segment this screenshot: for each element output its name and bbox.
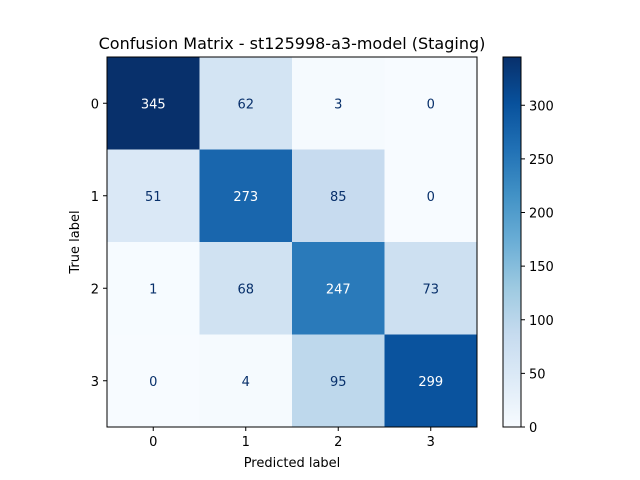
cell-value-label: 0: [427, 190, 435, 205]
x-tick-label: 0: [149, 435, 157, 450]
cell-value-label: 345: [141, 97, 166, 112]
heatmap-cell: [199, 57, 292, 150]
y-axis-ticks: 0 1 2 3: [91, 97, 107, 390]
y-tick-label: 1: [91, 190, 99, 205]
x-tick-label: 1: [242, 435, 250, 450]
heatmap-cell: [199, 334, 292, 427]
heatmap-cell: [107, 57, 200, 150]
cell-value-label: 273: [233, 190, 258, 205]
heatmap-cell: [384, 242, 477, 335]
y-tick-label: 0: [91, 97, 99, 112]
cell-value-label: 68: [237, 282, 254, 297]
heatmap-cell: [292, 242, 385, 335]
colorbar-tick-label: 50: [529, 367, 546, 382]
heatmap-cell: [107, 242, 200, 335]
heatmap-cells: 345 62 3 0 51 273 85 0 1 68 247 73 0 4 95 299: [107, 57, 477, 427]
colorbar-ticks: 0 50 100 150 200 250 300: [521, 99, 554, 436]
cell-value-label: 3: [334, 97, 342, 112]
x-axis-label: Predicted label: [244, 456, 341, 471]
x-axis-ticks: 0 1 2 3: [149, 427, 435, 450]
cell-value-label: 1: [149, 282, 157, 297]
x-tick-label: 2: [334, 435, 342, 450]
colorbar-tick-label: 150: [529, 260, 554, 275]
heatmap-cell: [292, 149, 385, 242]
chart-title: Confusion Matrix - st125998-a3-model (St…: [99, 34, 486, 53]
cell-value-label: 0: [149, 375, 157, 390]
heatmap-cell: [384, 334, 477, 427]
y-tick-label: 2: [91, 282, 99, 297]
heatmap-cell: [107, 149, 200, 242]
cell-value-label: 4: [242, 375, 250, 390]
colorbar-tick-label: 300: [529, 99, 554, 114]
heatmap-cell: [384, 57, 477, 150]
y-axis-label: True label: [68, 210, 83, 274]
cell-value-label: 73: [422, 282, 439, 297]
heatmap-cell: [292, 334, 385, 427]
heatmap-cell: [107, 334, 200, 427]
cell-value-label: 0: [427, 97, 435, 112]
heatmap-cell: [384, 149, 477, 242]
colorbar-tick-label: 200: [529, 207, 554, 222]
colorbar: [502, 56, 522, 428]
plot-frame: [106, 56, 478, 428]
cell-value-label: 85: [330, 190, 347, 205]
colorbar-tick-label: 0: [529, 421, 537, 436]
heatmap-cell: [292, 57, 385, 150]
cell-value-label: 299: [418, 375, 443, 390]
cell-value-label: 247: [326, 282, 351, 297]
cell-value-label: 95: [330, 375, 347, 390]
colorbar-tick-label: 100: [529, 314, 554, 329]
x-tick-label: 3: [427, 435, 435, 450]
y-tick-label: 3: [91, 375, 99, 390]
cell-value-label: 62: [237, 97, 254, 112]
cell-value-label: 51: [145, 190, 162, 205]
heatmap-cell: [199, 149, 292, 242]
colorbar-tick-label: 250: [529, 153, 554, 168]
heatmap-cell: [199, 242, 292, 335]
